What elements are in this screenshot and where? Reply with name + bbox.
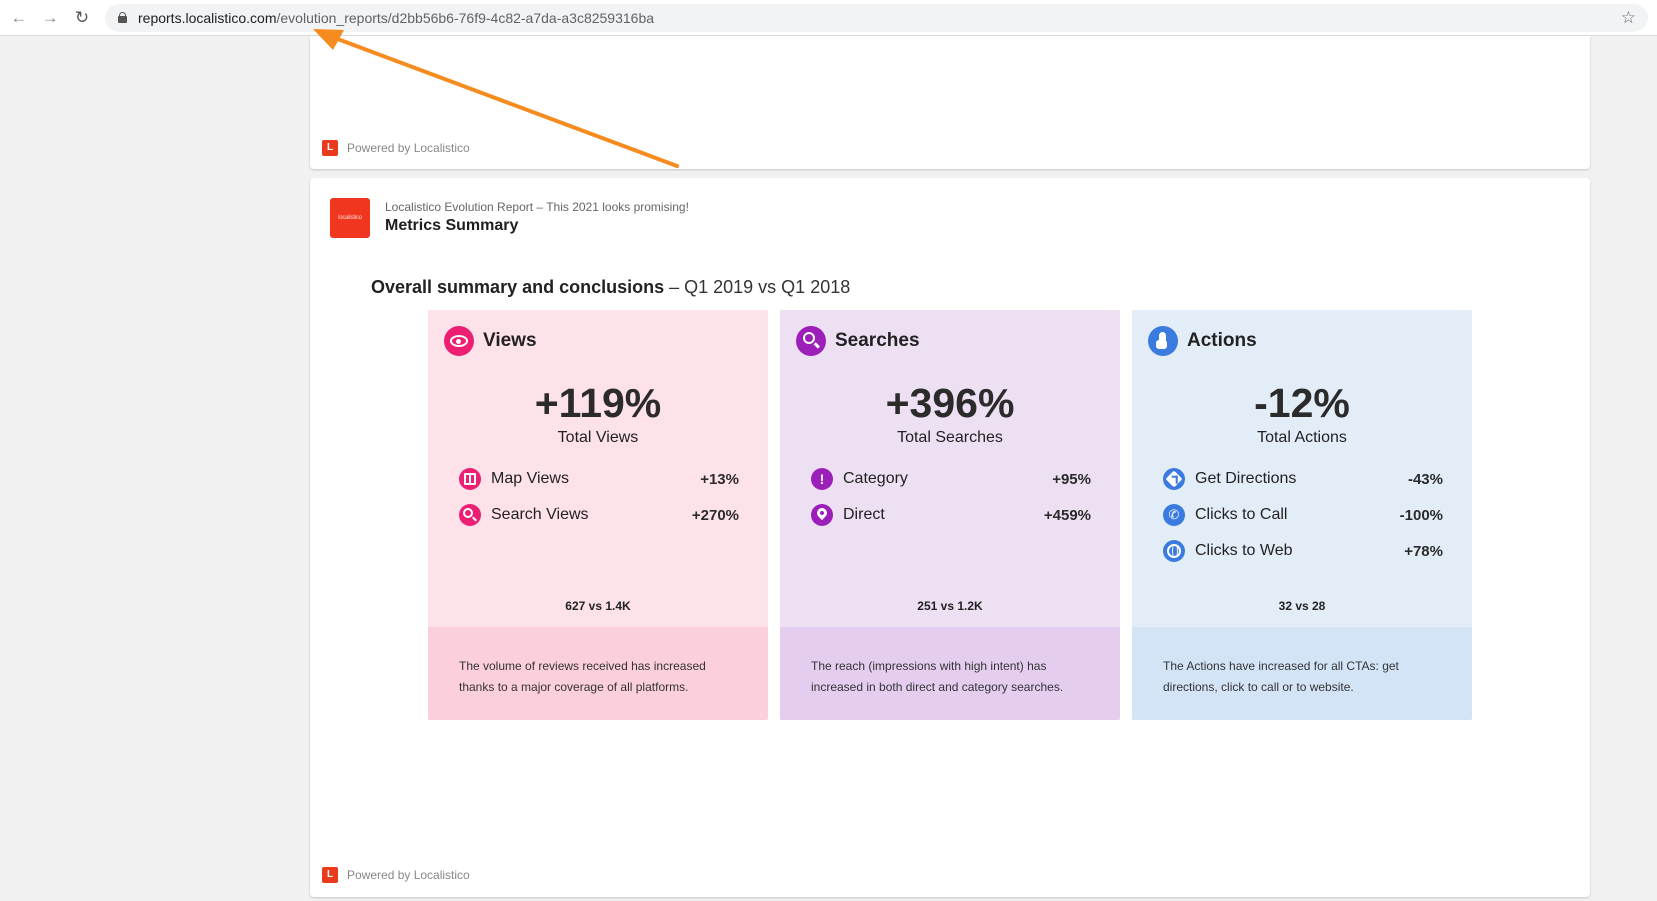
searches-total-label: Total Searches bbox=[897, 429, 1003, 446]
summary-heading-title: Overall summary and conclusions bbox=[371, 277, 665, 297]
metric-row-get-directions: Get Directions -43% bbox=[1163, 467, 1443, 491]
metric-row-category: ! Category +95% bbox=[811, 467, 1091, 491]
metric-value: -43% bbox=[1407, 470, 1443, 488]
reload-icon[interactable]: ↻ bbox=[74, 8, 90, 27]
searches-total-value: +396% bbox=[885, 380, 1015, 426]
actions-comparison: 32 vs 28 bbox=[1278, 599, 1326, 613]
report-kicker: Localistico Evolution Report – This 2021… bbox=[385, 200, 689, 214]
url-path: /evolution_reports/d2bb56b6-76f9-4c82-a7… bbox=[276, 10, 655, 26]
views-comparison: 627 vs 1.4K bbox=[565, 599, 631, 613]
localistico-brand-logo: localistico bbox=[330, 198, 370, 238]
search-icon bbox=[459, 504, 481, 526]
actions-total-value: -12% bbox=[1254, 380, 1350, 426]
views-total-value: +119% bbox=[534, 380, 662, 426]
metric-label: Map Views bbox=[491, 470, 569, 487]
metric-value: +459% bbox=[1043, 506, 1091, 524]
url-text[interactable]: reports.localistico.com/evolution_report… bbox=[138, 4, 654, 32]
views-total-label: Total Views bbox=[557, 429, 639, 446]
metric-label: Direct bbox=[843, 506, 885, 523]
report-title: Metrics Summary bbox=[385, 217, 519, 234]
localistico-logo-icon: L bbox=[322, 140, 338, 156]
summary-heading: Overall summary and conclusions – Q1 201… bbox=[371, 277, 850, 298]
alert-icon: ! bbox=[811, 468, 833, 490]
actions-card-header: Actions bbox=[1148, 326, 1257, 356]
metric-row-direct: Direct +459% bbox=[811, 503, 1091, 527]
url-domain: reports.localistico.com bbox=[138, 10, 277, 26]
metric-value: +270% bbox=[691, 506, 739, 524]
directions-icon bbox=[1163, 468, 1185, 490]
searches-comparison: 251 vs 1.2K bbox=[917, 599, 983, 613]
pin-icon bbox=[811, 504, 833, 526]
views-card-title: Views bbox=[483, 330, 537, 351]
actions-total-label: Total Actions bbox=[1257, 429, 1347, 446]
powered-by-footer: L Powered by Localistico bbox=[322, 867, 470, 883]
metric-row-clicks-to-call: ✆ Clicks to Call -100% bbox=[1163, 503, 1443, 527]
search-icon bbox=[796, 326, 826, 356]
metric-label: Get Directions bbox=[1195, 470, 1297, 487]
localistico-logo-icon: L bbox=[322, 867, 338, 883]
actions-card-title: Actions bbox=[1187, 330, 1257, 351]
address-bar[interactable]: reports.localistico.com/evolution_report… bbox=[105, 4, 1648, 32]
metric-label: Search Views bbox=[491, 506, 589, 523]
metric-label: Category bbox=[843, 470, 908, 487]
actions-conclusion: The Actions have increased for all CTAs:… bbox=[1132, 627, 1472, 720]
pointer-hand-icon bbox=[1148, 326, 1178, 356]
powered-by-text: Powered by Localistico bbox=[347, 868, 470, 882]
lock-icon[interactable] bbox=[118, 12, 127, 23]
metric-value: -100% bbox=[1399, 506, 1443, 524]
views-card-header: Views bbox=[444, 326, 537, 356]
metric-label: Clicks to Call bbox=[1195, 506, 1288, 523]
metric-value: +78% bbox=[1404, 542, 1443, 560]
map-icon bbox=[459, 468, 481, 490]
back-arrow-icon[interactable]: ← bbox=[10, 8, 28, 27]
metric-value: +95% bbox=[1052, 470, 1091, 488]
searches-conclusion: The reach (impressions with high intent)… bbox=[780, 627, 1120, 720]
powered-by-text: Powered by Localistico bbox=[347, 141, 470, 155]
metric-row-map-views: Map Views +13% bbox=[459, 467, 739, 491]
metric-row-clicks-to-web: Clicks to Web +78% bbox=[1163, 539, 1443, 563]
eye-icon bbox=[444, 326, 474, 356]
searches-card-title: Searches bbox=[835, 330, 920, 351]
phone-icon: ✆ bbox=[1163, 504, 1185, 526]
views-conclusion: The volume of reviews received has incre… bbox=[428, 627, 768, 720]
searches-card: Searches +396% Total Searches ! Category… bbox=[780, 310, 1120, 720]
metrics-summary-page: localistico Localistico Evolution Report… bbox=[310, 178, 1590, 897]
actions-card: Actions -12% Total Actions Get Direction… bbox=[1132, 310, 1472, 720]
views-card: Views +119% Total Views Map Views +13% S… bbox=[428, 310, 768, 720]
metric-row-search-views: Search Views +270% bbox=[459, 503, 739, 527]
summary-period: Q1 2019 vs Q1 2018 bbox=[684, 277, 851, 297]
searches-card-header: Searches bbox=[796, 326, 920, 356]
metric-label: Clicks to Web bbox=[1195, 542, 1293, 559]
browser-toolbar: ← → ↻ reports.localistico.com/evolution_… bbox=[0, 0, 1657, 36]
forward-arrow-icon[interactable]: → bbox=[41, 8, 59, 27]
previous-report-page: L Powered by Localistico bbox=[310, 36, 1590, 169]
metric-value: +13% bbox=[700, 470, 739, 488]
globe-icon bbox=[1163, 540, 1185, 562]
bookmark-star-icon[interactable]: ☆ bbox=[1620, 8, 1636, 27]
summary-separator: – bbox=[664, 277, 685, 297]
powered-by-footer: L Powered by Localistico bbox=[322, 140, 470, 156]
